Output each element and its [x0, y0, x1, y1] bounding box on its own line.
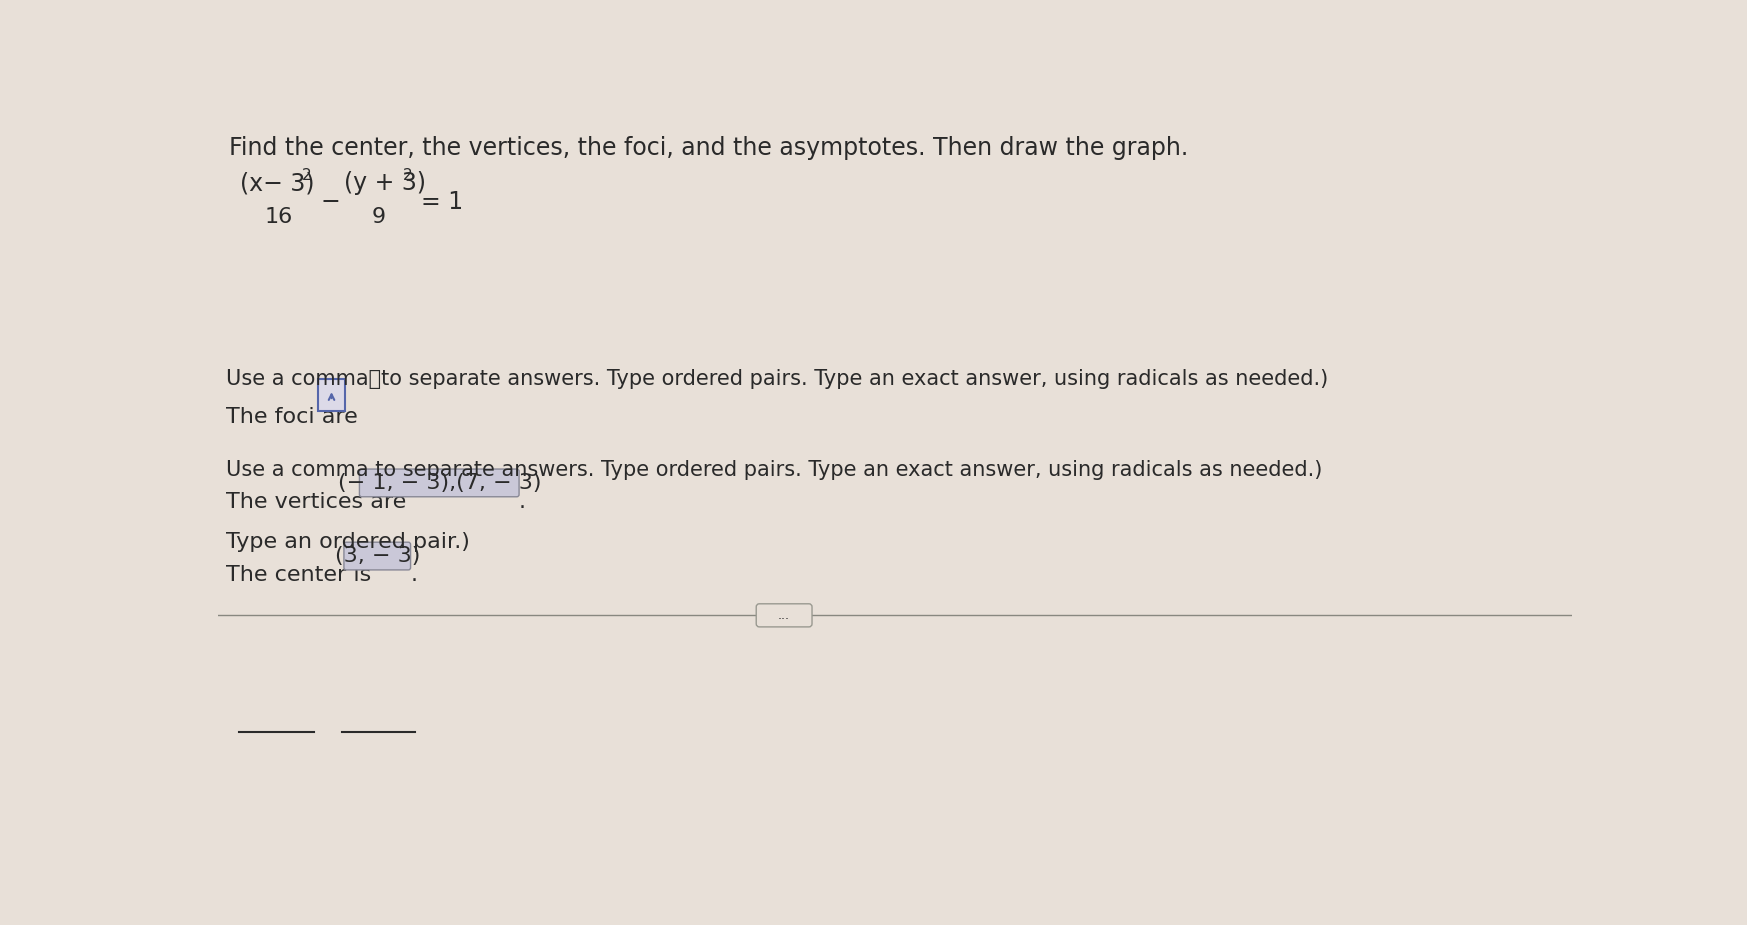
- Text: Find the center, the vertices, the foci, and the asymptotes. Then draw the graph: Find the center, the vertices, the foci,…: [229, 136, 1188, 160]
- Text: The foci are: The foci are: [225, 407, 365, 427]
- FancyBboxPatch shape: [344, 542, 411, 570]
- Text: (3, − 3): (3, − 3): [335, 546, 419, 566]
- FancyBboxPatch shape: [318, 379, 346, 412]
- Text: −: −: [321, 191, 341, 215]
- Text: 2: 2: [302, 168, 311, 183]
- Text: 16: 16: [266, 207, 293, 228]
- Text: (y + 3): (y + 3): [344, 171, 426, 195]
- Text: Use a comma to separate answers. Type ordered pairs. Type an exact answer, using: Use a comma to separate answers. Type or…: [225, 460, 1322, 480]
- Text: Type an ordered pair.): Type an ordered pair.): [225, 532, 470, 552]
- Text: (− 1, − 3),(7, − 3): (− 1, − 3),(7, − 3): [337, 473, 542, 493]
- Text: The center is: The center is: [225, 565, 386, 586]
- FancyBboxPatch shape: [756, 604, 812, 627]
- Text: .: .: [411, 565, 418, 586]
- Text: ...: ...: [777, 609, 790, 622]
- Text: 2: 2: [404, 168, 412, 183]
- Text: The vertices are: The vertices are: [225, 492, 421, 512]
- Text: .: .: [519, 492, 526, 512]
- Text: = 1: = 1: [421, 191, 463, 215]
- Text: Use a comma␀to separate answers. Type ordered pairs. Type an exact answer, using: Use a comma␀to separate answers. Type or…: [225, 369, 1328, 388]
- FancyBboxPatch shape: [360, 469, 519, 497]
- Text: (x− 3): (x− 3): [239, 171, 314, 195]
- Text: 9: 9: [372, 207, 386, 228]
